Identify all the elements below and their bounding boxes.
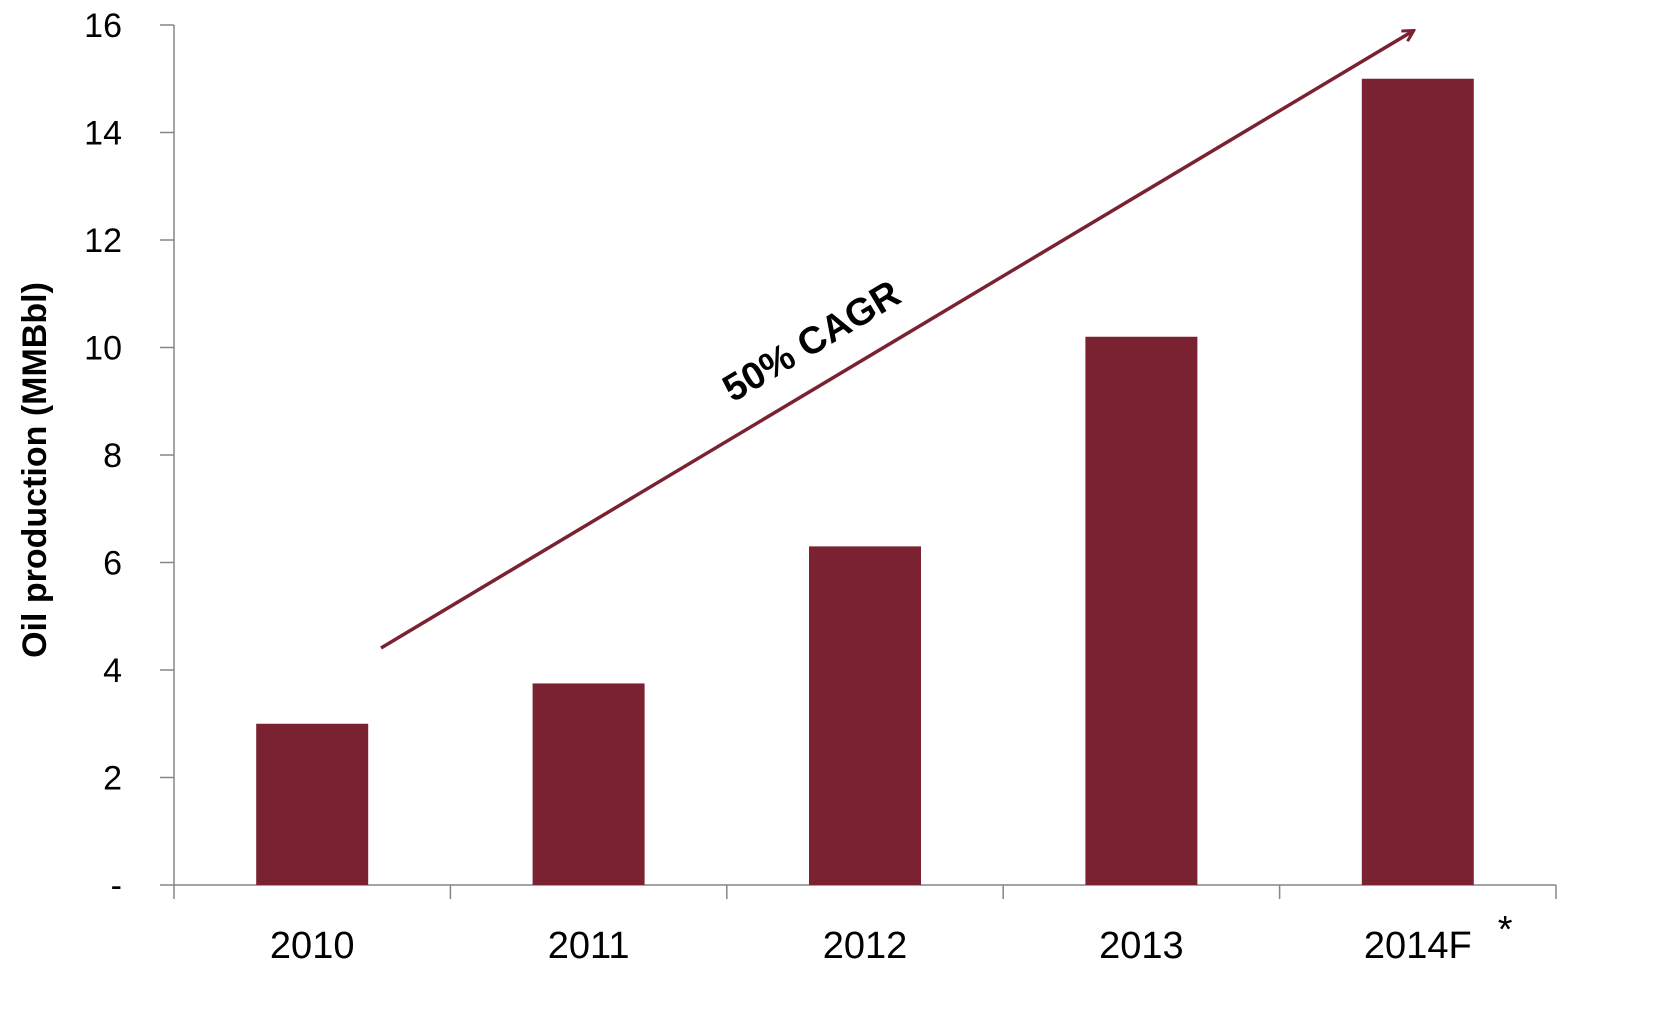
bar	[256, 723, 369, 885]
y-tick-label: 10	[84, 330, 122, 368]
bars	[256, 78, 1474, 885]
bar	[1085, 336, 1198, 885]
y-tick-label: 2	[103, 760, 122, 798]
y-axis: - 2 4 6 8 10 12 14 16	[84, 7, 175, 905]
y-tick-label: -	[111, 867, 122, 905]
footnote-marker: *	[1498, 909, 1513, 951]
x-tick-label: 2012	[823, 925, 908, 967]
bar	[1361, 78, 1474, 885]
x-tick-label: 2013	[1099, 925, 1184, 967]
x-tick-label: 2011	[548, 925, 630, 967]
cagr-arrow	[380, 31, 1413, 650]
y-tick-label: 14	[84, 115, 122, 153]
y-tick-label: 6	[103, 545, 122, 583]
y-tick-label: 8	[103, 437, 122, 475]
x-axis: 2010 2011 2012 2013 2014F *	[173, 884, 1557, 967]
bar	[809, 546, 921, 885]
y-axis-label: Oil production (MMBbl)	[16, 282, 54, 658]
y-tick-label: 12	[84, 222, 122, 260]
y-tick-label: 4	[103, 652, 122, 690]
x-tick-label: 2010	[270, 925, 355, 967]
x-tick-label: 2014F	[1364, 925, 1472, 967]
bar	[532, 683, 645, 885]
y-tick-label: 16	[84, 7, 122, 45]
